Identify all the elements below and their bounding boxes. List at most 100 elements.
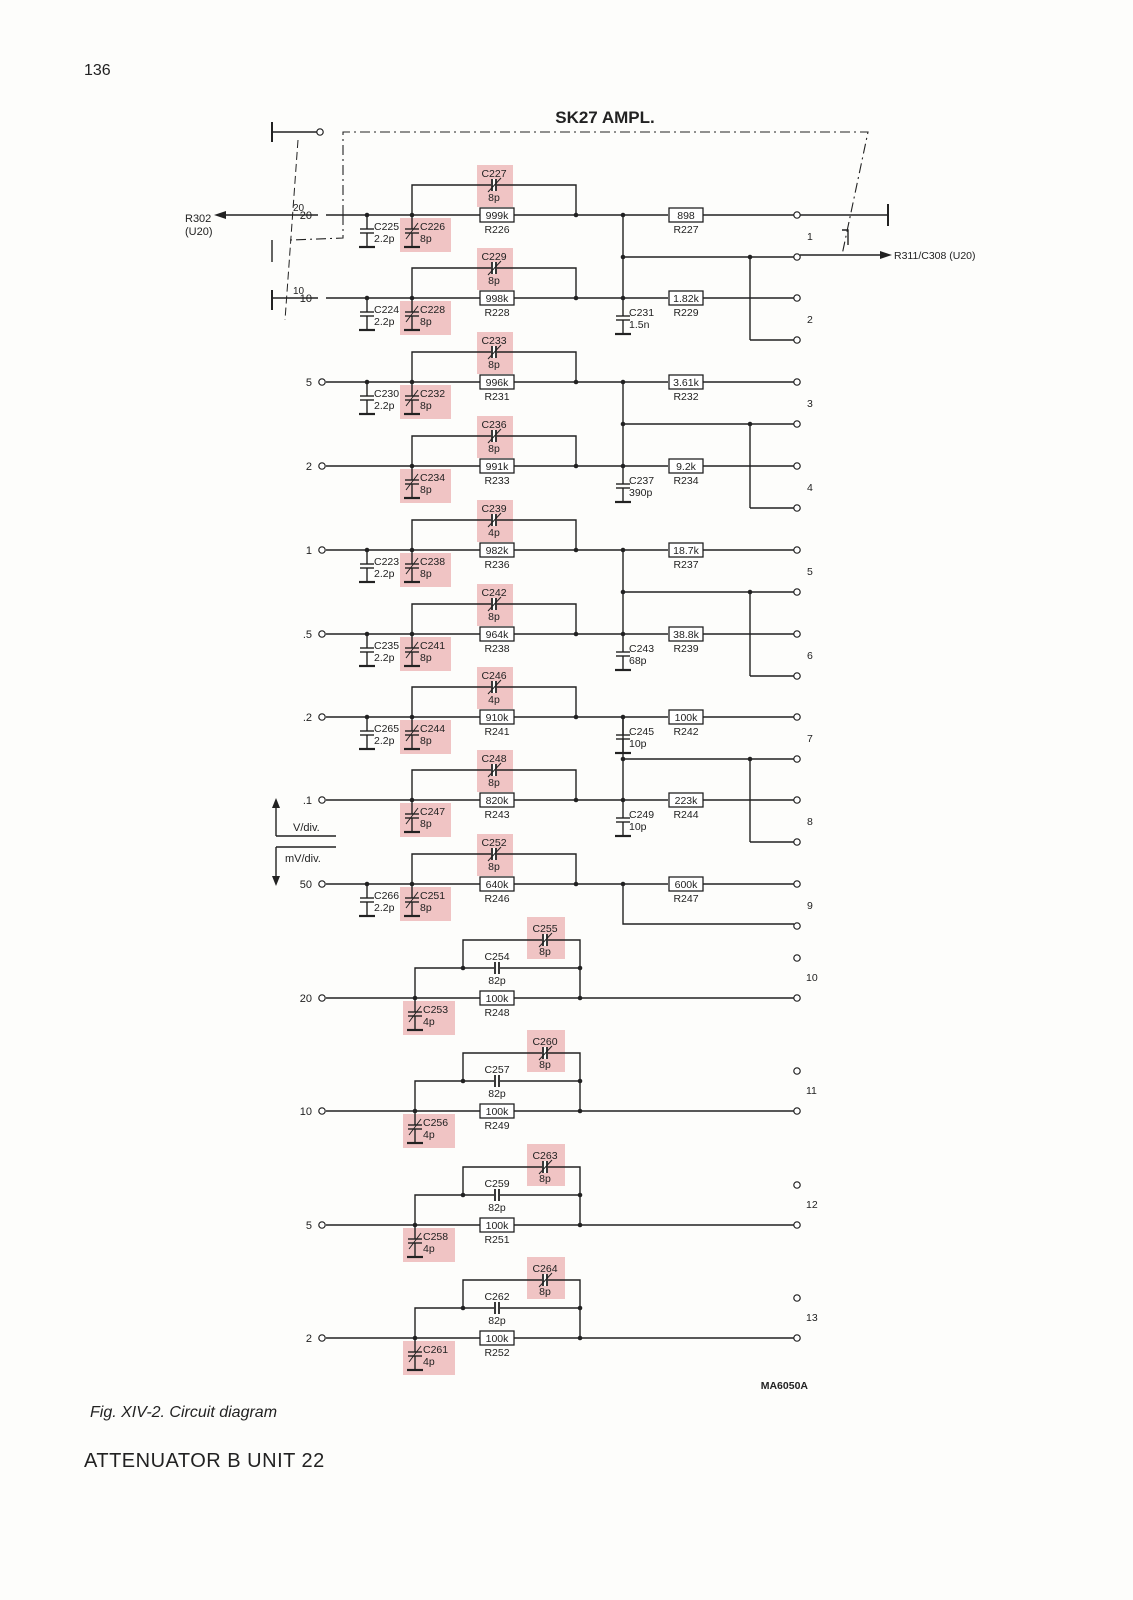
cap-value: 68p — [629, 655, 647, 667]
input-label: 1 — [306, 545, 312, 557]
junction-dot — [577, 1335, 583, 1341]
output-number: 1 — [807, 231, 813, 243]
input-ref-label: R302 — [185, 213, 211, 225]
c228-trim-arrow — [405, 305, 419, 323]
document-title: ATTENUATOR B UNIT 22 — [84, 1450, 325, 1472]
output-number: 9 — [807, 900, 813, 912]
stage-r226-r2-value: 898 — [677, 210, 695, 222]
output-terminal — [793, 420, 801, 428]
stage-r238-r2-resistor — [668, 626, 704, 642]
cap-value: 2.2p — [374, 233, 395, 245]
stage-r226-r2-name: R227 — [673, 224, 698, 236]
cap-name: C236 — [481, 419, 506, 431]
cap-value: 8p — [420, 484, 432, 496]
c253-trim-arrow — [408, 1005, 422, 1023]
cap-name: C239 — [481, 503, 506, 515]
input-label: 2 — [306, 1333, 312, 1345]
cap-name: C224 — [374, 304, 399, 316]
cap-name: C229 — [481, 251, 506, 263]
cap-name: C257 — [484, 1064, 509, 1076]
input-terminal — [318, 546, 326, 554]
junction-dot — [577, 995, 583, 1001]
cap-value: 2.2p — [374, 902, 395, 914]
stage-r252-r1-value: 100k — [486, 1333, 510, 1345]
c248-trim-arrow — [487, 762, 502, 778]
stage-r249-r1-resistor — [479, 1103, 515, 1119]
stage-r241-r2-resistor — [668, 709, 704, 725]
cap-name: C263 — [532, 1150, 557, 1162]
output-number: 6 — [807, 650, 813, 662]
stage-r226-r2-resistor — [668, 207, 704, 223]
cap-value: 10p — [629, 738, 647, 750]
cap-value: 4p — [488, 694, 500, 706]
c244-trim-arrow — [405, 724, 419, 742]
stage-r249-r1-name: R249 — [484, 1120, 509, 1132]
output-terminal — [793, 755, 801, 763]
output-terminal — [793, 994, 801, 1002]
stage-r231-r1-value: 996k — [486, 377, 510, 389]
input-ref-unit: (U20) — [185, 226, 213, 238]
input-label: 2 — [306, 461, 312, 473]
output-number: 12 — [806, 1199, 818, 1211]
switch-contact — [842, 229, 849, 245]
stage-r243-r1-resistor — [479, 792, 515, 808]
output-terminal-open — [793, 1294, 801, 1302]
c239-trim-arrow — [487, 512, 502, 528]
cap-value: 4p — [423, 1129, 435, 1141]
switch-linkage — [289, 215, 344, 241]
stage-r233-r1-name: R233 — [484, 475, 509, 487]
cap-value: 8p — [488, 861, 500, 873]
stage-r251-r1-resistor — [479, 1217, 515, 1233]
output-terminal — [793, 672, 801, 680]
c234-trim-arrow — [405, 473, 419, 491]
stage-r246-r1-name: R246 — [484, 893, 509, 905]
c263-trim-arrow — [538, 1159, 553, 1175]
feedback-wire — [462, 939, 581, 968]
cap-name: C249 — [629, 809, 654, 821]
stage-r248-r1-value: 100k — [486, 993, 510, 1005]
cap-value: 8p — [488, 443, 500, 455]
cap-name: C260 — [532, 1036, 557, 1048]
input-label: 20 — [300, 993, 312, 1005]
output-terminal — [793, 546, 801, 554]
cap-name: C226 — [420, 221, 445, 233]
stage-r248-r1-name: R248 — [484, 1007, 509, 1019]
stage-r241-r2-name: R242 — [673, 726, 698, 738]
input-label: 5 — [306, 377, 312, 389]
cap-name: C264 — [532, 1263, 557, 1275]
c247-trim-arrow — [405, 807, 419, 825]
cap-value: 8p — [539, 1059, 551, 1071]
cap-value: 8p — [420, 902, 432, 914]
output-terminal-open — [793, 1067, 801, 1075]
cap-value: 8p — [488, 359, 500, 371]
stage-r233-r2-resistor — [668, 458, 704, 474]
cap-name: C252 — [481, 837, 506, 849]
arrow-down-icon — [272, 876, 280, 886]
cap-name: C258 — [423, 1231, 448, 1243]
junction-dot — [573, 881, 579, 887]
cap-name: C234 — [420, 472, 445, 484]
cap-value: 8p — [420, 568, 432, 580]
c238-trim-arrow — [405, 557, 419, 575]
stage-r238-r1-name: R238 — [484, 643, 509, 655]
cap-name: C247 — [420, 806, 445, 818]
stage-r246-r2-name: R247 — [673, 893, 698, 905]
feedback-wire — [462, 1166, 581, 1195]
stage-r233-r2-value: 9.2k — [676, 461, 697, 473]
input-label: .2 — [303, 712, 312, 724]
cap-name: C256 — [423, 1117, 448, 1129]
arrow-up-icon — [272, 798, 280, 808]
input-label: 10 — [300, 293, 312, 305]
stage-r252-r1-name: R252 — [484, 1347, 509, 1359]
c236-trim-arrow — [487, 428, 502, 444]
cap-value: 4p — [423, 1243, 435, 1255]
cap-value: 8p — [420, 652, 432, 664]
stage-r252-r1-resistor — [479, 1330, 515, 1346]
cap-name: C261 — [423, 1344, 448, 1356]
cap-value: 4p — [423, 1356, 435, 1368]
junction-dot — [577, 1222, 583, 1228]
cap-value: 82p — [488, 975, 506, 987]
cap-value: 390p — [629, 487, 653, 499]
input-terminal — [318, 1221, 326, 1229]
cap-name: C243 — [629, 643, 654, 655]
